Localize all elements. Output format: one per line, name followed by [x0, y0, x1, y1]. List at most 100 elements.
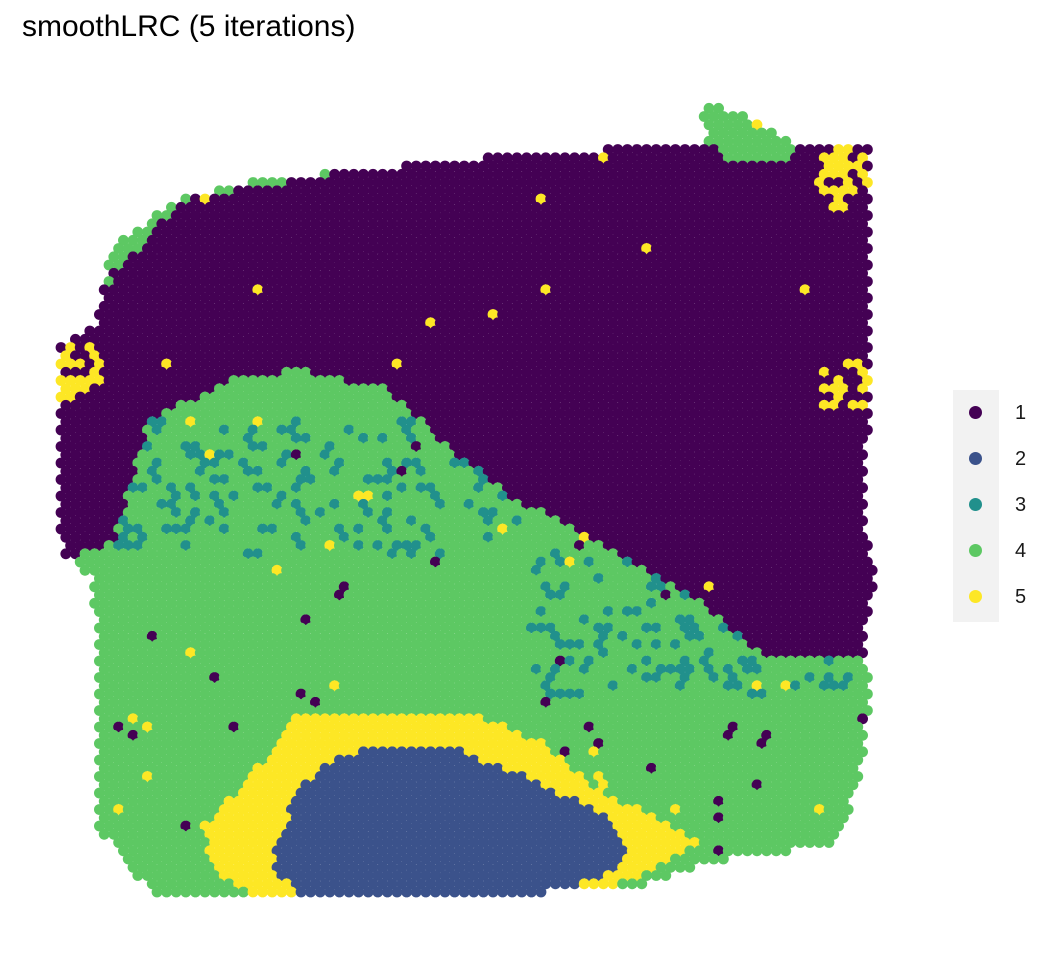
- spot-cluster-1: [799, 168, 811, 180]
- spot-cluster-5: [847, 185, 859, 197]
- spot-cluster-1: [588, 185, 600, 197]
- spot-cluster-1: [646, 218, 657, 230]
- spot-cluster-1: [305, 177, 316, 188]
- spot-cluster-1: [502, 218, 513, 230]
- spot-cluster-5: [818, 152, 830, 164]
- spot-cluster-1: [799, 218, 811, 230]
- spot-cluster-4: [727, 144, 739, 155]
- spot-cluster-1: [775, 160, 787, 172]
- spot-cluster-1: [396, 185, 408, 197]
- spot-cluster-5: [598, 152, 609, 164]
- spot-cluster-1: [310, 218, 321, 230]
- spot-cluster-1: [362, 210, 374, 221]
- spot-cluster-1: [617, 152, 628, 164]
- spot-cluster-1: [281, 201, 292, 213]
- spot-cluster-1: [247, 193, 259, 205]
- spot-cluster-1: [262, 185, 273, 197]
- spot-cluster-4: [708, 127, 720, 139]
- spot-cluster-1: [617, 201, 628, 213]
- spot-cluster-1: [367, 201, 379, 213]
- spot-cluster-1: [684, 185, 696, 197]
- spot-cluster-1: [708, 160, 720, 172]
- spot-cluster-1: [550, 185, 561, 197]
- spot-cluster-1: [727, 177, 739, 188]
- spot-cluster-1: [290, 185, 302, 197]
- spot-cluster-1: [218, 193, 230, 205]
- spot-cluster-5: [818, 168, 830, 180]
- spot-cluster-1: [358, 168, 369, 180]
- spot-cluster-1: [775, 177, 787, 188]
- spot-cluster-1: [502, 185, 513, 197]
- spot-cluster-1: [804, 193, 816, 205]
- spot-cluster-1: [526, 160, 537, 172]
- spot-cluster-1: [698, 210, 710, 221]
- spot-cluster-1: [425, 168, 436, 180]
- spot-cluster-1: [492, 168, 504, 180]
- spot-cluster-1: [646, 168, 657, 180]
- spot-cluster-1: [598, 168, 609, 180]
- spot-cluster-1: [694, 218, 705, 230]
- spot-cluster-1: [372, 177, 384, 188]
- spot-cluster-1: [770, 201, 782, 213]
- spot-cluster-1: [545, 160, 556, 172]
- spot-cluster-1: [439, 193, 451, 205]
- spot-cluster-1: [780, 218, 792, 230]
- spot-cluster-4: [713, 119, 724, 131]
- spot-cluster-1: [684, 168, 696, 180]
- spot-cluster-1: [612, 177, 624, 188]
- spot-cluster-1: [622, 160, 633, 172]
- spot-cluster-1: [353, 210, 364, 221]
- spot-cluster-1: [593, 210, 604, 221]
- spot-cluster-1: [631, 144, 643, 155]
- spot-cluster-1: [742, 218, 753, 230]
- spot-cluster-1: [780, 185, 792, 197]
- spot-cluster-1: [804, 177, 816, 188]
- spot-cluster-1: [804, 160, 816, 172]
- spot-cluster-1: [281, 218, 292, 230]
- spot-cluster-1: [391, 210, 403, 221]
- spot-cluster-1: [569, 218, 580, 230]
- spot-cluster-1: [223, 218, 235, 230]
- spot-cluster-1: [626, 168, 638, 180]
- spot-cluster-1: [415, 185, 427, 197]
- spot-cluster-1: [766, 210, 777, 221]
- spot-cluster-1: [281, 185, 292, 197]
- spot-cluster-1: [746, 210, 758, 221]
- spot-cluster-1: [497, 177, 508, 188]
- spot-cluster-1: [482, 185, 494, 197]
- spot-cluster-1: [679, 193, 691, 205]
- spot-cluster-1: [521, 168, 532, 180]
- spot-cluster-1: [271, 201, 283, 213]
- spot-cluster-1: [430, 177, 441, 188]
- spot-cluster-1: [166, 218, 177, 230]
- spot-cluster-1: [170, 210, 182, 221]
- spot-cluster-1: [391, 193, 403, 205]
- spot-cluster-1: [607, 185, 619, 197]
- spot-cluster-1: [670, 193, 681, 205]
- spot-cluster-1: [190, 210, 201, 221]
- spot-cluster-4: [732, 152, 744, 164]
- spot-cluster-1: [689, 144, 700, 155]
- spot-cluster-1: [377, 185, 388, 197]
- spot-cluster-1: [809, 152, 820, 164]
- spot-cluster-1: [434, 168, 446, 180]
- spot-cluster-1: [338, 168, 350, 180]
- spot-cluster-1: [655, 201, 667, 213]
- spot-cluster-4: [746, 144, 758, 155]
- spot-cluster-1: [722, 185, 734, 197]
- spot-cluster-1: [194, 201, 206, 213]
- spot-cluster-1: [554, 193, 566, 205]
- spot-cluster-1: [684, 201, 696, 213]
- spot-cluster-1: [492, 185, 504, 197]
- spot-cluster-4: [727, 111, 739, 122]
- spot-cluster-1: [794, 177, 806, 188]
- spot-cluster-4: [742, 152, 753, 164]
- spot-cluster-1: [295, 210, 307, 221]
- spot-cluster-1: [607, 152, 619, 164]
- spot-cluster-1: [463, 168, 475, 180]
- spot-cluster-1: [578, 201, 590, 213]
- spot-cluster-1: [607, 168, 619, 180]
- spot-cluster-1: [785, 160, 796, 172]
- spot-cluster-4: [742, 119, 753, 131]
- spot-cluster-1: [612, 144, 624, 155]
